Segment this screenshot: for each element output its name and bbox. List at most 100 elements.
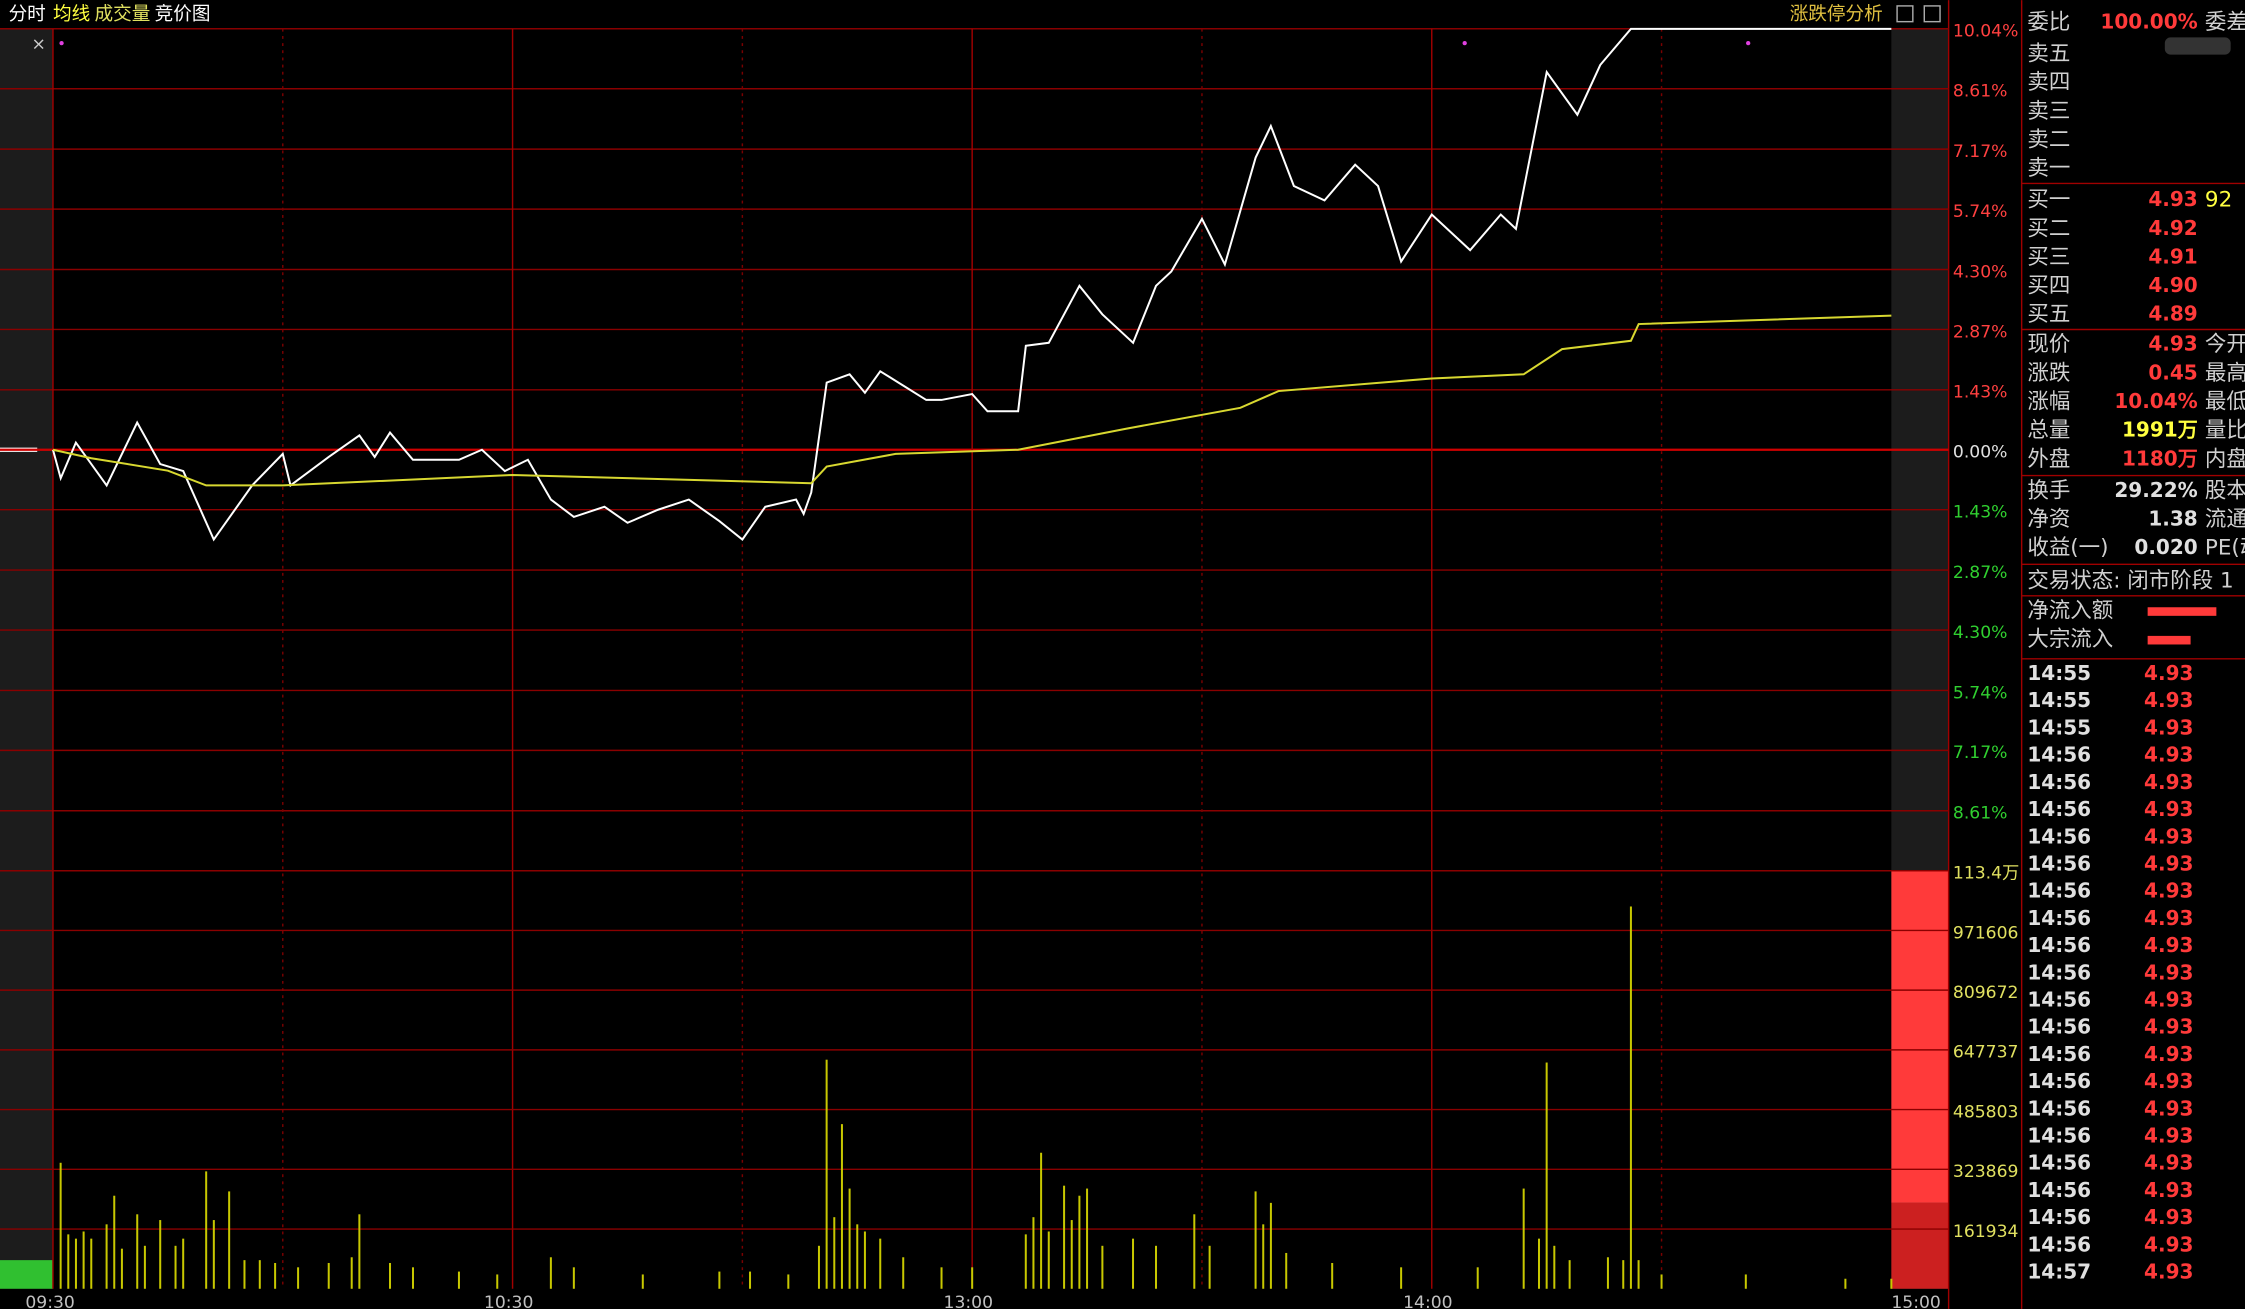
trade-time: 14:55 [2027,688,2091,712]
tab[interactable]: 成交量 [94,4,150,25]
quote-extra: 流通 [2205,507,2245,532]
trade-time: 14:55 [2027,661,2091,685]
trade-price: 4.93 [2144,1042,2193,1066]
trade-time: 14:56 [2027,824,2091,848]
y-tick-label: 647737 [1953,1043,2019,1063]
volume-bar [641,1274,644,1289]
trade-time: 14:56 [2027,1042,2091,1066]
trade-price: 4.93 [2144,1015,2193,1039]
x-tick-label: 15:00 [1891,1293,1941,1309]
quote-label: 卖一 [2027,156,2070,181]
volume-bar [749,1271,752,1289]
volume-bar [817,1245,820,1289]
volume-bar [1400,1267,1403,1289]
volume-bar [1040,1152,1043,1289]
quote-value: 4.89 [2148,302,2197,326]
quote-value: 4.93 [2148,187,2197,211]
y-tick-label: 1.43% [1953,383,2008,403]
y-tick-label: 5.74% [1953,683,2008,703]
volume-bar [1208,1245,1211,1289]
pre-market-area [0,28,53,1289]
flow-bar [2147,635,2191,645]
trade-price: 4.93 [2144,1124,2193,1148]
quote-extra: 今开 [2205,332,2245,357]
quote-label: 委比 [2027,10,2070,35]
flow-label: 大宗流入 [2027,627,2113,652]
volume-bar [90,1238,93,1289]
quote-value: 1180万 [2122,446,2198,470]
quote-extra: 委差 [2205,10,2245,35]
tab[interactable]: 竞价图 [155,4,211,25]
y-tick-label: 1.43% [1953,503,2008,523]
trade-price: 4.93 [2144,661,2193,685]
volume-bar [863,1231,866,1289]
volume-bar [840,1124,843,1289]
trade-price: 4.93 [2144,1096,2193,1120]
x-tick-label: 10:30 [484,1293,534,1309]
quote-value: 100.00% [2100,10,2197,34]
volume-bar [971,1267,974,1289]
volume-bar [1285,1252,1288,1289]
volume-bar [350,1257,353,1289]
quote-label: 卖四 [2027,70,2070,95]
quote-label: 卖五 [2027,42,2070,67]
trade-price: 4.93 [2144,1205,2193,1229]
quote-extra: 最低 [2205,390,2245,415]
y-tick-label: 2.87% [1953,322,2008,342]
volume-bar [1047,1231,1050,1289]
trade-price: 4.93 [2144,770,2193,794]
volume-bar [572,1267,575,1289]
trade-time: 14:56 [2027,1069,2091,1093]
quote-label: 买三 [2027,245,2070,270]
tab[interactable]: 均线 [53,4,90,25]
trade-price: 4.93 [2144,960,2193,984]
quote-extra: 量比 [2205,418,2245,443]
volume-bar [1622,1260,1625,1289]
quote-label: 卖三 [2027,99,2070,124]
volume-bar [59,1162,62,1289]
y-tick-label: 5.74% [1953,202,2008,222]
trade-price: 4.93 [2144,715,2193,739]
volume-bar [1078,1195,1081,1289]
volume-bar [389,1262,392,1289]
icon-button[interactable] [1896,5,1914,23]
volume-bar [205,1171,208,1289]
volume-bar [1086,1188,1089,1289]
y-tick-label: 485803 [1953,1102,2019,1122]
volume-bar [1032,1217,1035,1289]
trade-time: 14:56 [2027,987,2091,1011]
quote-value: 1.38 [2148,506,2197,530]
y-tick-label: 10.04% [1953,22,2018,42]
trade-time: 14:56 [2027,906,2091,930]
volume-bar [1660,1274,1663,1289]
auction-volume [1891,870,1949,1203]
quote-label: 净资 [2027,507,2070,532]
trade-time: 14:56 [2027,1124,2091,1148]
x-tick-label: 14:00 [1403,1293,1453,1309]
y-tick-label: 7.17% [1953,142,2008,162]
quote-value: 10.04% [2114,389,2197,413]
volume-bar [1606,1257,1609,1289]
volume-bar [113,1195,116,1289]
quote-label: 买五 [2027,302,2070,327]
quote-value: 4.90 [2148,273,2197,297]
trade-time: 14:56 [2027,851,2091,875]
volume-bar [1629,906,1632,1289]
volume-bar [174,1245,177,1289]
price-line [52,27,1892,542]
quote-value: 0.020 [2134,535,2197,559]
icon-button[interactable] [1923,5,1941,23]
y-tick-label: 4.30% [1953,623,2008,643]
volume-bar [1193,1214,1196,1289]
quote-value: 1991万 [2122,418,2198,442]
trade-status: 交易状态: 闭市阶段 1 [2027,568,2233,593]
expand-button[interactable] [2164,37,2231,55]
trade-price: 4.93 [2144,879,2193,903]
volume-bar [120,1248,123,1289]
y-tick-label: 809672 [1953,983,2019,1003]
analysis-link[interactable]: 涨跌停分析 [1790,4,1883,25]
close-button[interactable]: × [31,35,45,55]
tab[interactable]: 分时 [9,4,46,25]
trade-price: 4.93 [2144,1260,2193,1284]
